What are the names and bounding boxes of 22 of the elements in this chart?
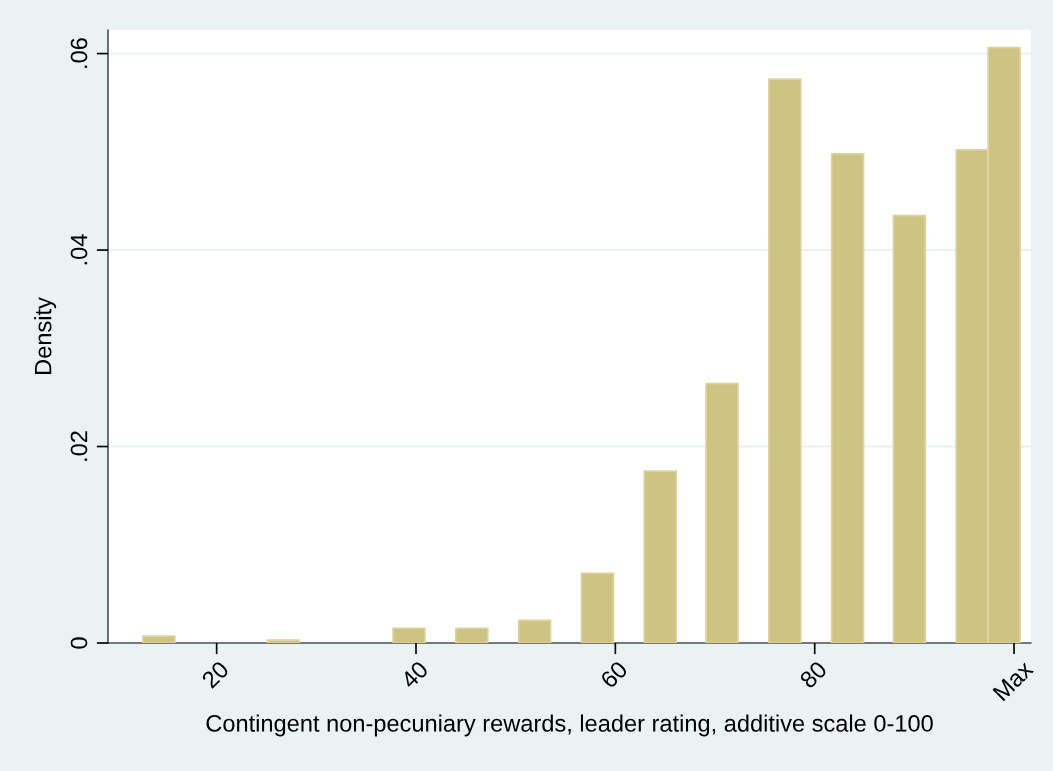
x-tick-label: Max bbox=[992, 659, 1035, 702]
y-tick-label: .04 bbox=[70, 234, 88, 265]
x-tick-label: 80 bbox=[798, 660, 828, 690]
bar bbox=[517, 619, 552, 643]
y-axis-title: Density bbox=[34, 297, 57, 374]
y-tick-label: 0 bbox=[70, 637, 88, 649]
bar bbox=[705, 382, 739, 643]
bar bbox=[643, 470, 677, 643]
bar bbox=[266, 639, 301, 643]
x-tick-label: 20 bbox=[200, 660, 230, 689]
bar bbox=[580, 572, 615, 643]
y-tick-label: .02 bbox=[70, 431, 88, 461]
bar bbox=[768, 78, 802, 643]
y-tick-label: .06 bbox=[70, 38, 88, 68]
bar bbox=[455, 627, 489, 643]
bar bbox=[830, 152, 865, 643]
x-tick-label: 40 bbox=[399, 660, 430, 690]
bar bbox=[392, 627, 426, 643]
x-axis-title: Contingent non-pecuniary rewards, leader rating, additive scale 0-100 bbox=[206, 714, 933, 737]
bar bbox=[142, 635, 176, 643]
x-tick-label: 60 bbox=[599, 660, 629, 689]
bar bbox=[892, 214, 927, 643]
